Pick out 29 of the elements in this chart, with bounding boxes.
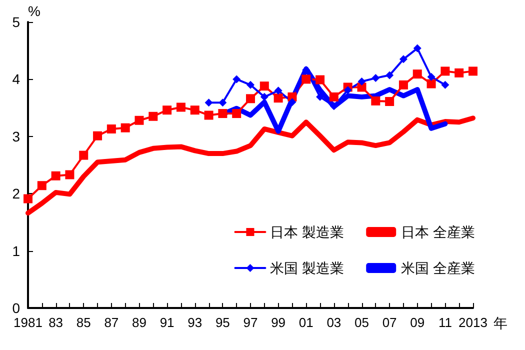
x-tick-label: 07 bbox=[382, 315, 397, 330]
x-tick-label: 05 bbox=[354, 315, 369, 330]
x-tick-label: 91 bbox=[160, 315, 174, 330]
x-tick-label: 1981 bbox=[14, 315, 42, 330]
y-tick-label: 0 bbox=[12, 300, 20, 316]
x-tick-label: 87 bbox=[104, 315, 119, 330]
x-tick-label: 2013 bbox=[458, 315, 488, 330]
y-tick-label: 4 bbox=[12, 71, 20, 88]
legend-label: 日本 全産業 bbox=[401, 224, 475, 240]
y-axis-title: % bbox=[28, 3, 40, 19]
x-tick-label: 03 bbox=[326, 315, 342, 330]
x-tick-label: 09 bbox=[410, 315, 425, 330]
x-tick-label: 85 bbox=[76, 315, 91, 330]
x-tick-label: 89 bbox=[132, 315, 146, 330]
y-tick-label: 3 bbox=[12, 128, 20, 144]
y-tick-label: 2 bbox=[12, 186, 20, 202]
y-tick-label: 5 bbox=[12, 14, 20, 30]
legend-label: 米国 全産業 bbox=[401, 260, 475, 276]
x-tick-label: 93 bbox=[188, 315, 202, 330]
x-tick-label: 99 bbox=[271, 315, 286, 330]
x-tick-label: 83 bbox=[48, 315, 64, 330]
x-tick-label: 01 bbox=[298, 315, 314, 330]
x-tick-label: 11 bbox=[438, 315, 452, 330]
x-tick-label: 97 bbox=[243, 315, 258, 330]
x-axis-title: 年 bbox=[493, 315, 508, 331]
y-tick-label: 1 bbox=[12, 242, 20, 259]
legend-label: 米国 製造業 bbox=[270, 260, 344, 276]
legend-label: 日本 製造業 bbox=[270, 224, 344, 240]
x-tick-label: 95 bbox=[215, 315, 230, 330]
